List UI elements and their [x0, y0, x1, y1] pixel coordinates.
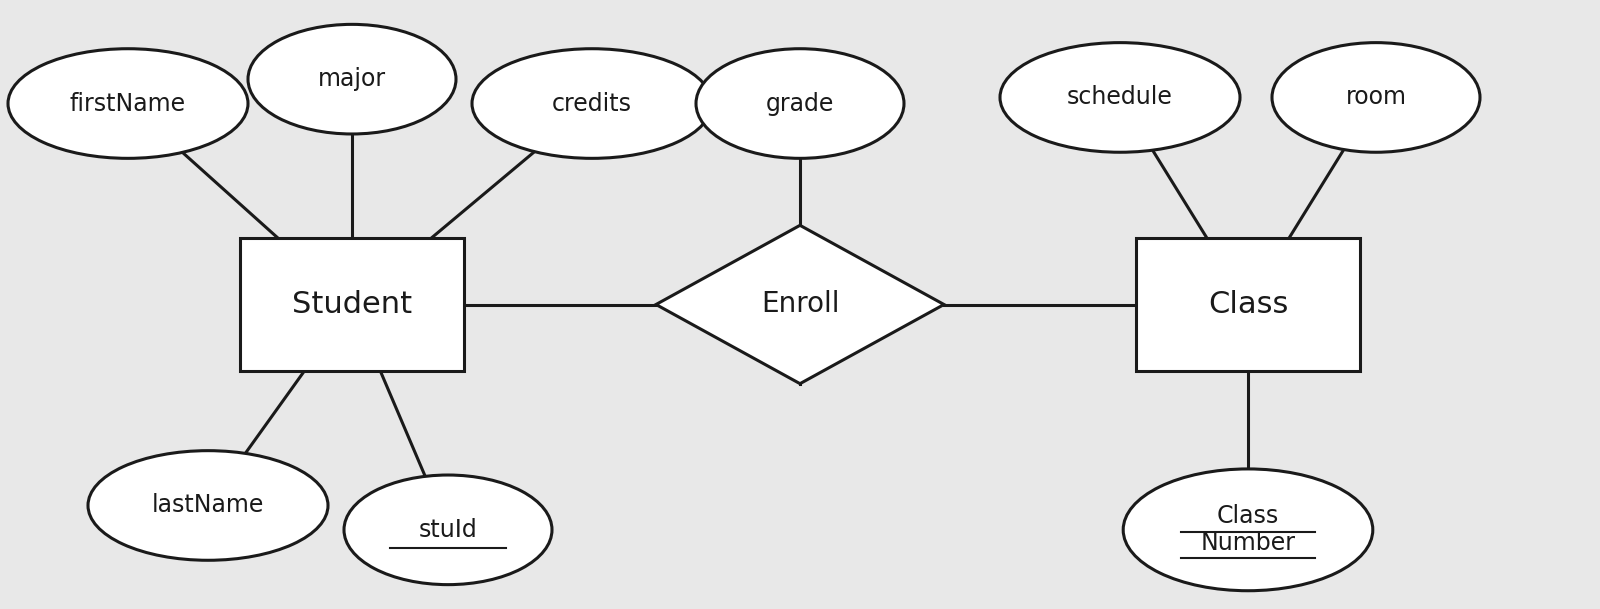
Text: firstName: firstName [70, 91, 186, 116]
Text: credits: credits [552, 91, 632, 116]
Text: grade: grade [766, 91, 834, 116]
FancyBboxPatch shape [240, 238, 464, 371]
Ellipse shape [1123, 469, 1373, 591]
Ellipse shape [248, 24, 456, 134]
Text: room: room [1346, 85, 1406, 110]
Polygon shape [656, 225, 944, 384]
Ellipse shape [8, 49, 248, 158]
Text: Number: Number [1200, 531, 1296, 555]
Text: lastName: lastName [152, 493, 264, 518]
Text: Enroll: Enroll [760, 290, 840, 319]
Text: Class: Class [1208, 290, 1288, 319]
FancyBboxPatch shape [1136, 238, 1360, 371]
Text: schedule: schedule [1067, 85, 1173, 110]
Ellipse shape [1272, 43, 1480, 152]
Ellipse shape [88, 451, 328, 560]
Text: Student: Student [291, 290, 413, 319]
Ellipse shape [696, 49, 904, 158]
Ellipse shape [344, 475, 552, 585]
Ellipse shape [472, 49, 712, 158]
Text: Class: Class [1218, 504, 1278, 529]
Text: stuId: stuId [419, 518, 477, 542]
Text: major: major [318, 67, 386, 91]
Ellipse shape [1000, 43, 1240, 152]
